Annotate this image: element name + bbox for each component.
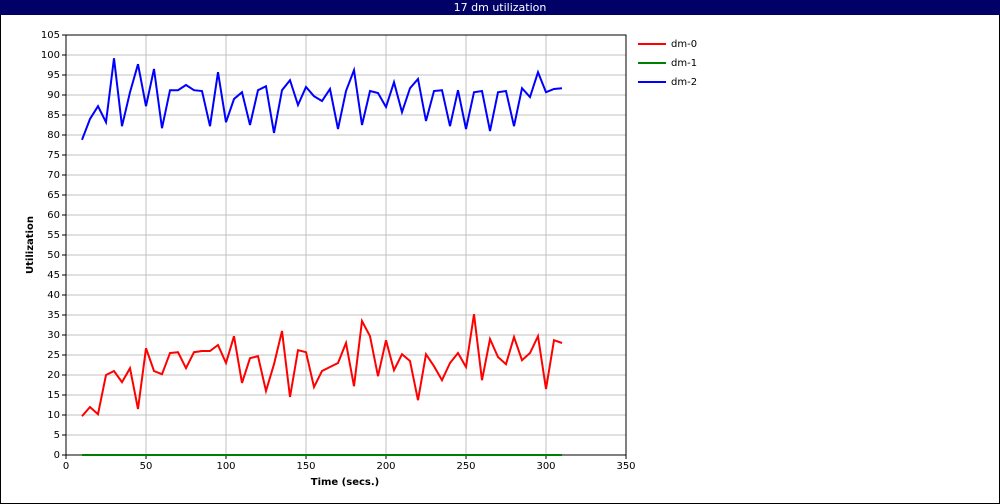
y-tick-label: 10 <box>47 410 60 421</box>
y-tick-label: 60 <box>47 210 60 221</box>
legend-label: dm-0 <box>671 39 697 50</box>
x-tick-label: 350 <box>616 461 635 472</box>
y-tick-label: 35 <box>47 310 60 321</box>
y-tick-label: 25 <box>47 350 60 361</box>
y-tick-label: 70 <box>47 170 60 181</box>
y-tick-label: 40 <box>47 290 60 301</box>
y-tick-label: 55 <box>47 230 60 241</box>
x-axis-title: Time (secs.) <box>311 477 380 488</box>
title-bar <box>0 0 1000 15</box>
y-tick-label: 65 <box>47 190 60 201</box>
series-line <box>81 314 563 417</box>
chart-title: 17 dm utilization <box>454 1 547 14</box>
y-tick-label: 80 <box>47 130 60 141</box>
y-tick-label: 85 <box>47 110 60 121</box>
y-tick-label: 100 <box>41 50 60 61</box>
y-tick-label: 90 <box>47 90 60 101</box>
y-axis-title: Utilization <box>25 216 36 274</box>
y-tick-label: 15 <box>47 390 60 401</box>
y-tick-label: 95 <box>47 70 60 81</box>
x-tick-label: 50 <box>140 461 153 472</box>
y-tick-label: 0 <box>54 450 60 461</box>
y-tick-label: 75 <box>47 150 60 161</box>
legend-label: dm-2 <box>671 77 697 88</box>
y-tick-label: 30 <box>47 330 60 341</box>
y-tick-label: 20 <box>47 370 60 381</box>
x-tick-label: 250 <box>456 461 475 472</box>
x-tick-label: 150 <box>296 461 315 472</box>
y-tick-label: 50 <box>47 250 60 261</box>
y-tick-label: 5 <box>54 430 60 441</box>
y-tick-label: 45 <box>47 270 60 281</box>
x-tick-label: 0 <box>63 461 69 472</box>
x-tick-label: 100 <box>216 461 235 472</box>
series-line <box>81 58 563 141</box>
x-tick-label: 300 <box>536 461 555 472</box>
x-tick-label: 200 <box>376 461 395 472</box>
legend-label: dm-1 <box>671 58 697 69</box>
y-tick-label: 105 <box>41 30 60 41</box>
